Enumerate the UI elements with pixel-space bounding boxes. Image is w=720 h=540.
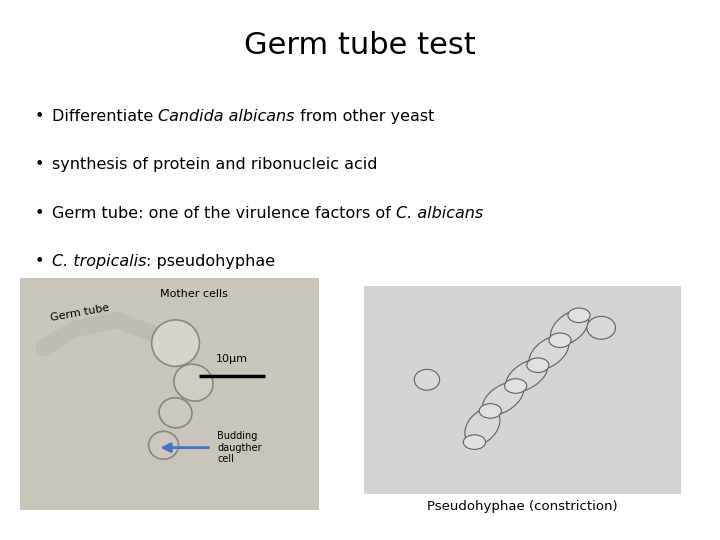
Text: C. albicans: C. albicans bbox=[396, 206, 483, 221]
Ellipse shape bbox=[174, 364, 213, 401]
Text: •: • bbox=[35, 157, 45, 172]
Text: Differentiate: Differentiate bbox=[52, 109, 158, 124]
Ellipse shape bbox=[464, 435, 485, 449]
Text: : pseudohyphae: : pseudohyphae bbox=[146, 254, 276, 269]
Ellipse shape bbox=[414, 369, 440, 390]
Ellipse shape bbox=[568, 308, 590, 322]
Text: synthesis of protein and ribonucleic acid: synthesis of protein and ribonucleic aci… bbox=[52, 157, 377, 172]
Ellipse shape bbox=[529, 336, 569, 370]
Ellipse shape bbox=[587, 316, 616, 339]
Text: Pseudohyphae (constriction): Pseudohyphae (constriction) bbox=[427, 500, 617, 513]
Text: Budding
daugther
cell: Budding daugther cell bbox=[217, 431, 262, 464]
Ellipse shape bbox=[148, 431, 179, 459]
Text: •: • bbox=[35, 109, 45, 124]
Ellipse shape bbox=[551, 310, 588, 345]
Ellipse shape bbox=[506, 359, 548, 392]
Text: 10μm: 10μm bbox=[216, 354, 248, 364]
Ellipse shape bbox=[480, 404, 501, 418]
Text: •: • bbox=[35, 206, 45, 221]
Ellipse shape bbox=[159, 397, 192, 428]
Text: Germ tube: one of the virulence factors of: Germ tube: one of the virulence factors … bbox=[52, 206, 396, 221]
Ellipse shape bbox=[482, 382, 523, 415]
Text: Mother cells: Mother cells bbox=[160, 289, 228, 299]
Ellipse shape bbox=[527, 358, 549, 373]
Text: Germ tube: Germ tube bbox=[50, 303, 110, 323]
Ellipse shape bbox=[465, 408, 500, 444]
Text: Candida albicans: Candida albicans bbox=[158, 109, 294, 124]
Ellipse shape bbox=[152, 320, 199, 366]
Text: Germ tube test: Germ tube test bbox=[244, 31, 476, 60]
Ellipse shape bbox=[549, 333, 571, 348]
Text: C. tropicalis: C. tropicalis bbox=[52, 254, 146, 269]
Text: •: • bbox=[35, 254, 45, 269]
Text: from other yeast: from other yeast bbox=[294, 109, 434, 124]
Ellipse shape bbox=[505, 379, 527, 393]
